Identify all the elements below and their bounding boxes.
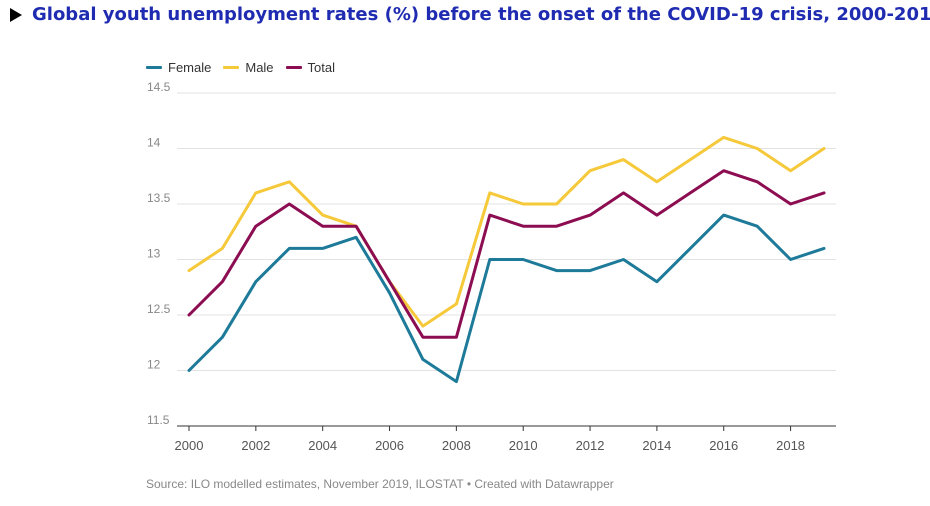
chart-title-text: Global youth unemployment rates (%) befo… <box>32 4 930 25</box>
y-tick-label: 14.5 <box>147 80 171 94</box>
triangle-bullet-icon <box>10 7 22 22</box>
legend: Female Male Total <box>146 60 347 75</box>
x-tick-label: 2004 <box>308 438 337 453</box>
legend-swatch-female <box>146 66 162 69</box>
legend-item-male: Male <box>223 60 274 75</box>
legend-swatch-male <box>223 66 240 69</box>
y-axis-ticks: 11.5 12 12.5 13 13.5 14 14.5 <box>147 80 171 427</box>
series-line-total <box>187 169 826 339</box>
series-lines <box>187 135 826 384</box>
y-tick-label: 13.5 <box>147 191 171 205</box>
series-line-male <box>187 135 826 328</box>
x-tick-label: 2018 <box>776 438 805 453</box>
x-tick-label: 2000 <box>175 438 204 453</box>
series-line-female <box>187 213 826 384</box>
x-axis-ticks: 2000 2002 2004 2006 2008 2010 2012 2014 2016 2018 <box>175 426 805 453</box>
x-tick-label: 2010 <box>509 438 538 453</box>
y-tick-label: 12.5 <box>147 302 171 316</box>
y-tick-label: 12 <box>147 358 161 372</box>
x-tick-label: 2002 <box>241 438 270 453</box>
y-tick-label: 11.5 <box>147 413 170 427</box>
x-tick-label: 2012 <box>576 438 605 453</box>
legend-label-female: Female <box>168 60 212 75</box>
x-tick-label: 2008 <box>442 438 471 453</box>
legend-label-total: Total <box>307 60 336 75</box>
legend-swatch-total <box>285 66 302 69</box>
legend-item-total: Total <box>285 60 336 75</box>
x-tick-label: 2016 <box>709 438 738 453</box>
x-tick-label: 2014 <box>642 438 671 453</box>
x-tick-label: 2006 <box>375 438 404 453</box>
y-tick-label: 13 <box>147 247 161 261</box>
legend-item-female: Female <box>146 60 211 75</box>
legend-label-male: Male <box>245 60 274 75</box>
chart-title: Global youth unemployment rates (%) befo… <box>10 4 930 25</box>
source-note: Source: ILO modelled estimates, November… <box>146 477 614 491</box>
y-tick-label: 14 <box>147 136 161 150</box>
